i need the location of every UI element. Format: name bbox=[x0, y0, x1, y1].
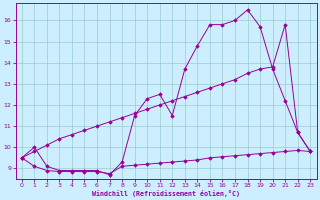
X-axis label: Windchill (Refroidissement éolien,°C): Windchill (Refroidissement éolien,°C) bbox=[92, 190, 240, 197]
